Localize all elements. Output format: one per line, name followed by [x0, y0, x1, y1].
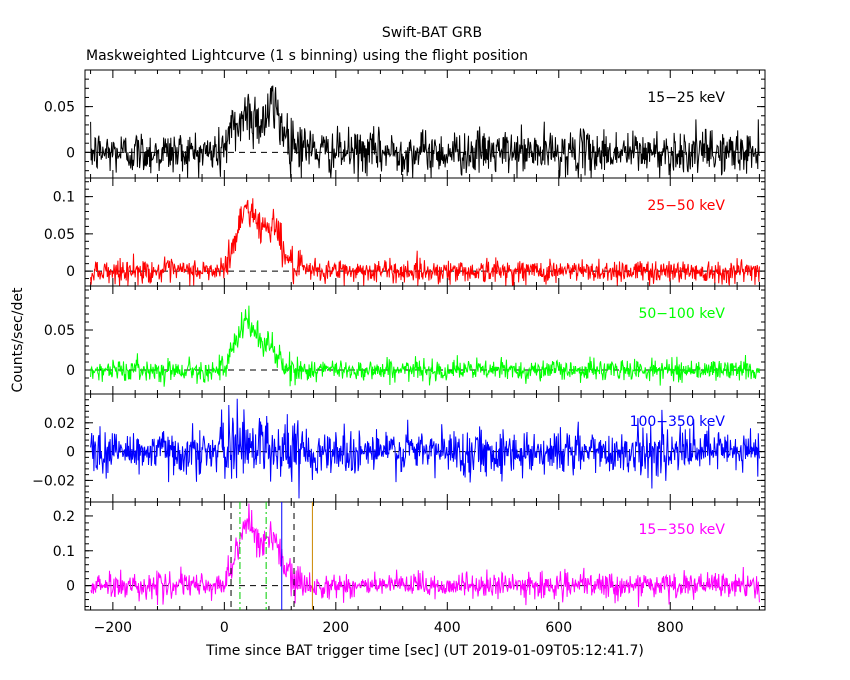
y-tick-label: 0.05	[44, 227, 75, 243]
panel-5: 0 0.1 0.2 15−350 keV −200 0 200 400 600 800	[53, 501, 766, 636]
x-tick-label: −200	[94, 620, 132, 636]
panels-group: 0 0.05 15−25 keV 0 0.05 0.1 25−50 keV 0 0.05 50−1…	[32, 69, 766, 636]
panel-1: 0 0.05 15−25 keV	[44, 69, 766, 179]
panel-4: −0.02 0 0.02 100−350 keV	[32, 393, 766, 503]
band-label: 25−50 keV	[647, 198, 725, 214]
panel-3: 0 0.05 50−100 keV	[44, 285, 766, 395]
series-line	[90, 503, 760, 608]
x-tick-label: 400	[434, 620, 461, 636]
panel-2: 0 0.05 0.1 25−50 keV	[44, 177, 766, 287]
y-tick-label: 0	[66, 579, 75, 595]
x-tick-label: 0	[220, 620, 229, 636]
y-tick-label: 0	[66, 264, 75, 280]
y-axis-label: Counts/sec/det	[10, 287, 26, 392]
band-label: 15−350 keV	[638, 522, 725, 538]
y-tick-label: 0.02	[44, 416, 75, 432]
y-tick-label: −0.02	[32, 473, 75, 489]
x-tick-label: 600	[545, 620, 572, 636]
y-tick-label: 0.1	[53, 190, 75, 206]
x-axis-label: Time since BAT trigger time [sec] (UT 20…	[205, 643, 644, 659]
band-label: 100−350 keV	[630, 414, 726, 430]
series-line	[90, 305, 760, 387]
y-tick-label: 0.1	[53, 544, 75, 560]
y-tick-label: 0	[66, 145, 75, 161]
series-line	[90, 398, 760, 499]
y-tick-label: 0	[66, 445, 75, 461]
x-tick-label: 800	[657, 620, 684, 636]
y-tick-label: 0.2	[53, 509, 75, 525]
chart-subtitle: Maskweighted Lightcurve (1 s binning) us…	[86, 48, 528, 64]
y-tick-label: 0.05	[44, 323, 75, 339]
series-line	[90, 198, 760, 286]
x-tick-label: 200	[322, 620, 349, 636]
y-tick-label: 0	[66, 363, 75, 379]
series-line	[90, 85, 760, 178]
chart-title: Swift-BAT GRB	[382, 25, 482, 41]
y-tick-label: 0.05	[44, 100, 75, 116]
band-label: 15−25 keV	[647, 90, 725, 106]
panel-frame	[84, 501, 766, 611]
band-label: 50−100 keV	[638, 306, 725, 322]
